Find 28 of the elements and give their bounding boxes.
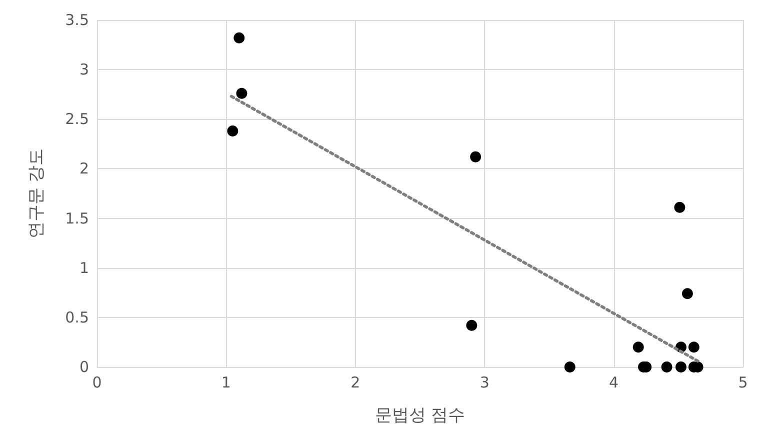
x-tick-label: 0 [92,374,102,392]
point [466,320,478,331]
x-tick-label: 4 [609,374,619,392]
point [661,362,672,372]
x-tick-label: 5 [738,374,748,392]
y-axis-title: 연구문 강도 [26,148,46,239]
x-axis-title: 문법성 점수 [374,406,466,426]
point [675,362,686,372]
point [227,126,238,137]
point [234,32,245,44]
point [236,88,248,99]
point [682,288,693,300]
y-tick-label: 3.5 [65,11,89,29]
point [470,151,482,162]
x-tick-label: 2 [350,374,360,392]
x-tick-label: 1 [221,374,231,392]
y-tick-label: 2.5 [65,110,89,128]
y-tick-label: 2 [79,160,89,178]
x-tick-label: 3 [480,374,490,392]
point [688,342,700,353]
point [564,362,576,372]
y-tick-label: 1.5 [65,209,89,228]
y-tick-label: 0 [79,358,89,376]
point [632,342,644,353]
y-tick-label: 1 [79,258,89,277]
point [674,202,686,213]
y-tick-label: 0.5 [65,308,89,326]
y-tick-label: 3 [79,60,89,79]
